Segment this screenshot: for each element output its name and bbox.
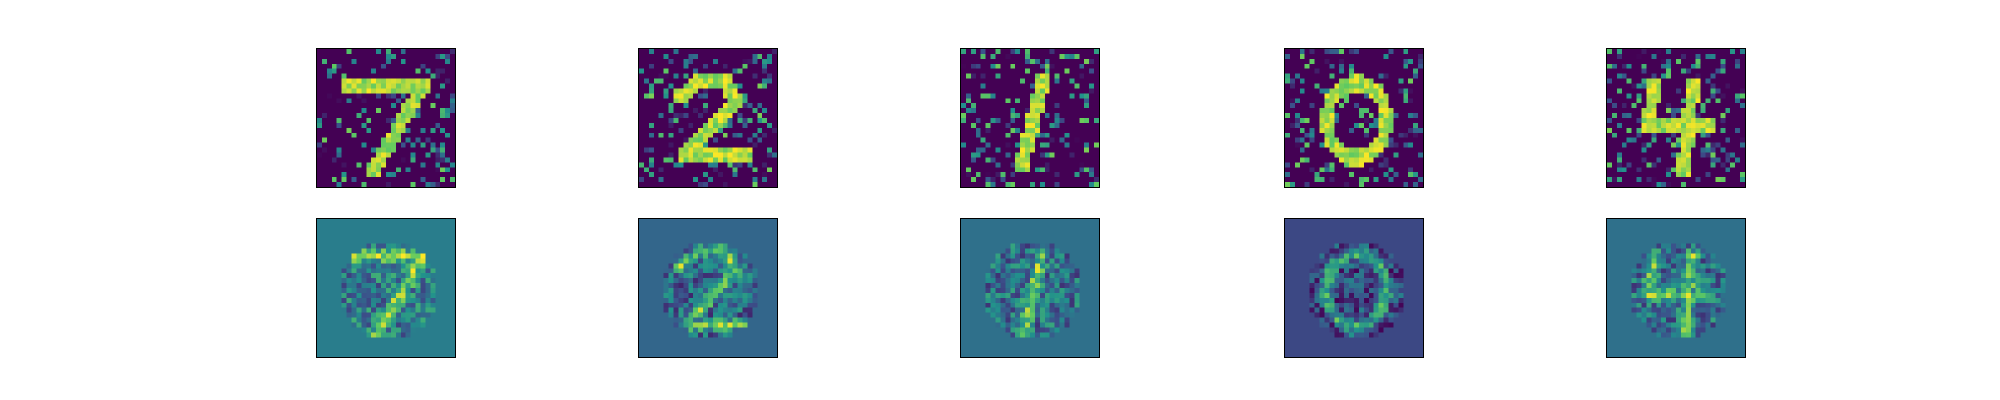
reconstructed-digit-0-image [1284,218,1424,358]
noisy-digit-1-image [960,48,1100,188]
reconstructed-digit-2-image [638,218,778,358]
reconstructed-digit-4-image [1606,218,1746,358]
noisy-digit-4-image [1606,48,1746,188]
noisy-digit-0-image [1284,48,1424,188]
noisy-digit-7-image [316,48,456,188]
reconstructed-digit-1-image [960,218,1100,358]
reconstructed-digit-7-image [316,218,456,358]
noisy-digit-2-image [638,48,778,188]
